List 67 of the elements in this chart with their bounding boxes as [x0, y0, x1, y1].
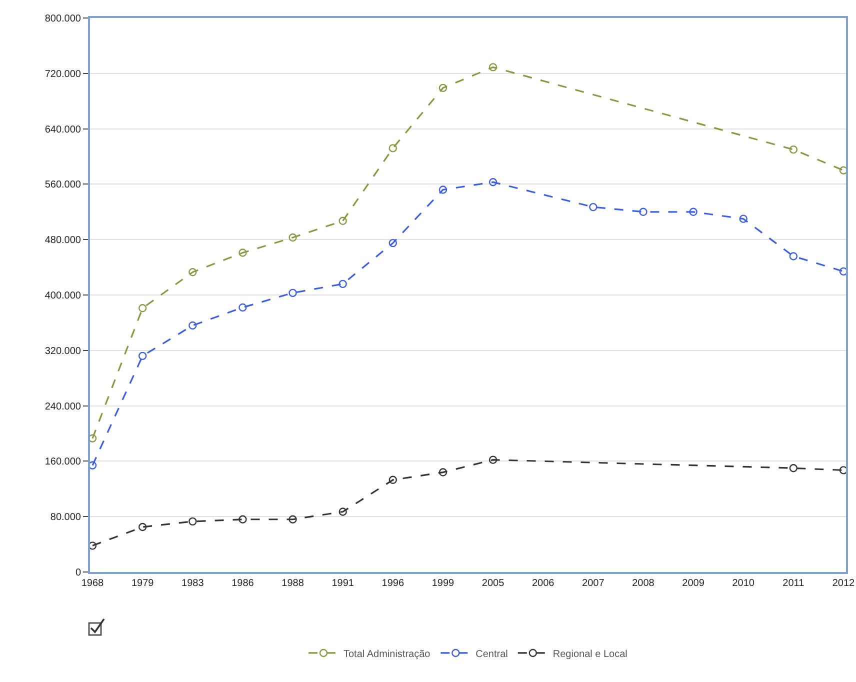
x-tick-label: 2009: [682, 578, 705, 589]
point: [438, 468, 448, 476]
x-tick-label: 1996: [382, 578, 404, 589]
x-tick-label: 2007: [582, 578, 605, 589]
point: [388, 476, 397, 484]
point: [90, 434, 97, 442]
point: [238, 248, 247, 257]
x-tick-label: 1968: [81, 578, 104, 589]
y-tick-label: 400.000: [44, 290, 82, 302]
x-tick-label: 1979: [131, 578, 154, 589]
point: [188, 517, 197, 526]
point: [639, 208, 648, 216]
point: [388, 144, 397, 152]
legend-label: Central: [476, 648, 508, 660]
x-tick-label: 2012: [832, 578, 856, 589]
x-tick-label: 1991: [332, 578, 354, 589]
y-tick-label: 0: [75, 568, 82, 578]
point: [839, 267, 846, 276]
x-tick-label: 2010: [732, 578, 755, 589]
y-tick-label: 720.000: [44, 68, 82, 80]
point: [338, 280, 347, 288]
point: [288, 288, 297, 298]
y-tick-label: 480.000: [44, 235, 82, 246]
y-tick-label: 320.000: [44, 346, 82, 357]
x-tick-label: 2005: [482, 578, 505, 589]
point: [138, 352, 147, 360]
x-tick-label: 2011: [782, 578, 805, 589]
point: [839, 166, 846, 174]
point: [488, 63, 498, 72]
x-tick-label: 2008: [632, 578, 655, 589]
point: [188, 268, 197, 276]
x-tick-label: 1986: [232, 578, 254, 589]
x-tick-label: 2006: [532, 578, 555, 589]
y-tick-label: 800.000: [44, 14, 82, 24]
point: [589, 202, 598, 212]
legend-label: Regional e Local: [552, 648, 628, 660]
x-tick-label: 1983: [182, 578, 204, 589]
point: [388, 238, 397, 248]
point: [338, 216, 347, 225]
point: [789, 252, 798, 260]
y-tick-label: 560.000: [44, 180, 82, 191]
x-tick-label: 1999: [432, 578, 455, 589]
x-tick-label: 1988: [282, 578, 304, 589]
point: [238, 303, 247, 312]
point: [839, 466, 846, 474]
legend-label: Total Administração: [344, 648, 431, 660]
point: [188, 321, 197, 330]
point: [488, 456, 498, 464]
point: [90, 542, 97, 550]
y-tick-label: 160.000: [44, 456, 82, 468]
point: [689, 208, 698, 216]
point: [438, 84, 448, 92]
y-tick-label: 640.000: [44, 124, 82, 136]
point: [789, 145, 798, 154]
y-tick-label: 240.000: [44, 401, 82, 412]
point: [138, 522, 147, 532]
point: [138, 304, 147, 312]
point: [90, 461, 97, 470]
point: [739, 214, 748, 223]
point: [438, 186, 448, 194]
point: [488, 178, 498, 186]
point: [338, 508, 347, 516]
y-tick-label: 80.000: [50, 512, 82, 524]
point: [288, 233, 297, 242]
point: [238, 515, 247, 524]
point: [288, 515, 297, 524]
point: [789, 464, 798, 472]
